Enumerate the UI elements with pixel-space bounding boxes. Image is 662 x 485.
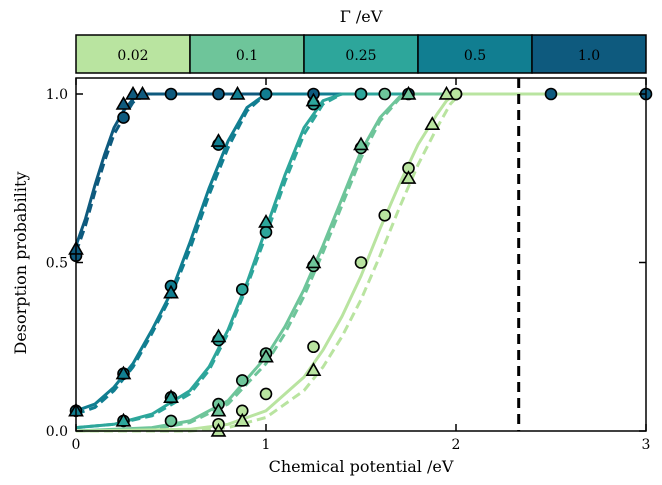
series-3-triangle-1	[258, 348, 274, 363]
series-4-circle-2	[259, 387, 273, 401]
series-0-circle-1	[117, 111, 130, 124]
colorbar-label-3: 0.5	[464, 48, 486, 64]
series-4-triangle-0	[210, 422, 227, 437]
series-3-triangle-0	[210, 402, 227, 417]
series-0-circle-3	[212, 87, 225, 101]
colorbar-swatch-1	[189, 34, 305, 74]
colorbar-title: Γ /eV	[340, 7, 383, 26]
colorbar-label-1: 0.1	[236, 48, 258, 64]
series-1-triangle-2	[163, 284, 179, 299]
series-2-triangle-4	[305, 92, 322, 107]
series-4-triangle-4	[424, 116, 441, 130]
colorbar-label-2: 0.25	[345, 48, 376, 64]
series-0-triangle-2	[125, 85, 141, 100]
colorbar-swatch-2	[303, 34, 419, 74]
series-3-triangle-2	[305, 254, 322, 269]
series-0-circle-2	[164, 87, 178, 101]
series-4-circle-4	[354, 256, 368, 269]
series-1-triangle-3	[210, 133, 227, 147]
series-1-triangle-4	[229, 85, 246, 100]
plot-frame	[75, 77, 647, 432]
series-2-triangle-1	[163, 389, 179, 404]
colorbar: 0.02 0.1 0.25 0.5 1.0	[75, 34, 647, 74]
y-tick-label-0: 0.0	[46, 424, 68, 440]
series-3-circle-6	[378, 87, 392, 101]
series-2-triangle-0	[115, 412, 132, 427]
series-1-triangle-1	[115, 365, 132, 380]
series-4-triangle-1	[234, 412, 251, 427]
y-tick-label-2: 1.0	[46, 87, 68, 103]
series-4-triangle-5	[438, 85, 455, 100]
series-2-circle-3	[235, 283, 249, 296]
series-2-circle-6	[354, 87, 368, 101]
series-0-triangle-1	[115, 95, 132, 110]
series-0-dashed-line	[74, 92, 646, 253]
plot-markers	[68, 85, 653, 437]
series-1-solid-line	[75, 92, 646, 413]
series-2-solid-line	[75, 92, 646, 430]
series-3-triangle-4	[400, 85, 417, 100]
series-4-triangle-2	[305, 362, 322, 377]
y-tick-label-1: 0.5	[46, 256, 68, 272]
series-4-dashed-line	[76, 92, 646, 433]
x-tick-label-0: 0	[72, 437, 81, 453]
series-2-circle-4	[259, 225, 273, 239]
x-axis-title: Chemical potential /eV	[269, 457, 454, 476]
series-1-circle-4	[259, 87, 273, 101]
x-tick-label-2: 2	[452, 437, 461, 453]
series-0-solid-line	[74, 92, 646, 247]
colorbar-swatch-0	[75, 34, 191, 74]
series-0-circle-9	[544, 87, 558, 101]
series-4-circle-5	[378, 209, 392, 222]
series-4-circle-3	[307, 340, 320, 354]
y-axis-title: Desorption probability	[11, 172, 30, 355]
series-3-circle-2	[235, 374, 249, 387]
x-tick-label-1: 1	[262, 437, 271, 453]
series-3-triangle-3	[353, 136, 369, 151]
colorbar-label-4: 1.0	[578, 48, 600, 64]
axis-ticks: 0 1 2 3 0.0 0.5 1.0	[46, 78, 651, 453]
x-tick-label-3: 3	[642, 437, 651, 453]
series-0-triangle-3	[134, 85, 151, 100]
series-3-circle-0	[164, 414, 178, 428]
colorbar-swatch-4	[531, 34, 647, 74]
colorbar-label-0: 0.02	[117, 48, 148, 64]
series-2-triangle-3	[258, 213, 274, 228]
series-2-triangle-2	[210, 328, 227, 343]
series-4-triangle-3	[400, 170, 417, 184]
